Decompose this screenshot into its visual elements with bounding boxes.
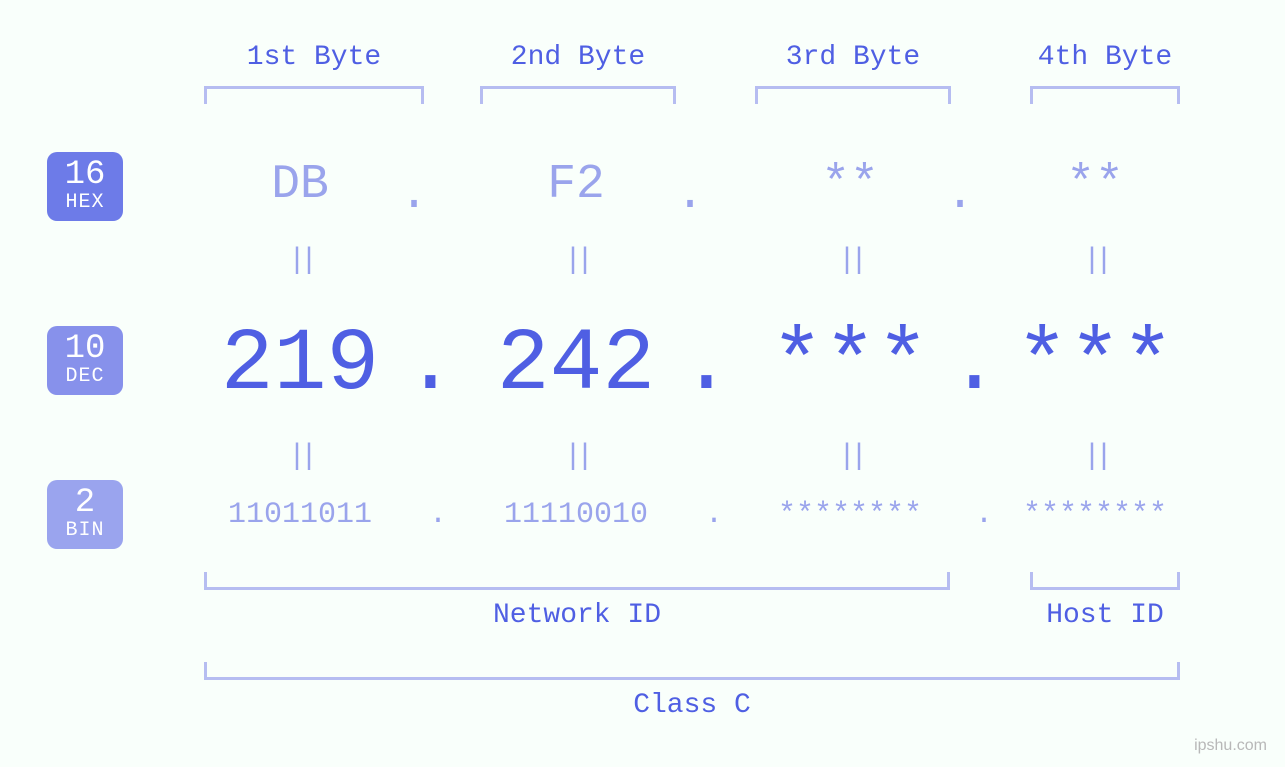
top-bracket-3	[755, 86, 951, 102]
bytes-bin-2: ********	[720, 498, 980, 532]
bytes-dec-0: 219	[170, 316, 430, 415]
hex-row-dot-0: .	[394, 168, 434, 222]
eq-row-1-3: ||	[1065, 244, 1125, 278]
eq-row-2-1: ||	[546, 440, 606, 474]
badge-dec-label: DEC	[47, 366, 123, 387]
top-bracket-4	[1030, 86, 1180, 102]
hex-row-dot-1: .	[670, 168, 710, 222]
eq-row-1-2: ||	[820, 244, 880, 278]
badge-dec: 10 DEC	[47, 326, 123, 395]
bytes-hex-3: **	[965, 158, 1225, 212]
top-bracket-2	[480, 86, 676, 102]
hex-row-dot-2: .	[940, 168, 980, 222]
byte-header-2: 2nd Byte	[480, 42, 676, 73]
eq-row-2-0: ||	[270, 440, 330, 474]
bracket-class	[204, 660, 1180, 680]
bracket-network	[204, 570, 950, 590]
byte-header-1: 1st Byte	[204, 42, 424, 73]
badge-dec-num: 10	[47, 332, 123, 368]
top-bracket-1	[204, 86, 424, 102]
eq-row-1-1: ||	[546, 244, 606, 278]
bytes-hex-1: F2	[446, 158, 706, 212]
bytes-bin-1: 11110010	[446, 498, 706, 532]
dec-row-dot-1: .	[680, 316, 720, 415]
watermark: ipshu.com	[1194, 737, 1267, 755]
eq-row-1-0: ||	[270, 244, 330, 278]
bracket-host	[1030, 570, 1180, 590]
bin-row-dot-2: .	[964, 498, 1004, 532]
bin-row-dot-1: .	[694, 498, 734, 532]
bytes-bin-3: ********	[965, 498, 1225, 532]
eq-row-2-3: ||	[1065, 440, 1125, 474]
badge-bin: 2 BIN	[47, 480, 123, 549]
bytes-hex-0: DB	[170, 158, 430, 212]
bytes-bin-0: 11011011	[170, 498, 430, 532]
dec-row-dot-0: .	[404, 316, 444, 415]
dec-row-dot-2: .	[948, 316, 988, 415]
bin-row-dot-0: .	[418, 498, 458, 532]
label-class: Class C	[204, 690, 1180, 721]
bytes-dec-1: 242	[446, 316, 706, 415]
bytes-dec-2: ***	[720, 316, 980, 415]
badge-hex-label: HEX	[47, 192, 123, 213]
bytes-dec-3: ***	[965, 316, 1225, 415]
label-host: Host ID	[1030, 600, 1180, 631]
badge-bin-label: BIN	[47, 520, 123, 541]
label-network: Network ID	[204, 600, 950, 631]
byte-header-3: 3rd Byte	[755, 42, 951, 73]
byte-header-4: 4th Byte	[1030, 42, 1180, 73]
eq-row-2-2: ||	[820, 440, 880, 474]
badge-hex-num: 16	[47, 158, 123, 194]
badge-bin-num: 2	[47, 486, 123, 522]
badge-hex: 16 HEX	[47, 152, 123, 221]
